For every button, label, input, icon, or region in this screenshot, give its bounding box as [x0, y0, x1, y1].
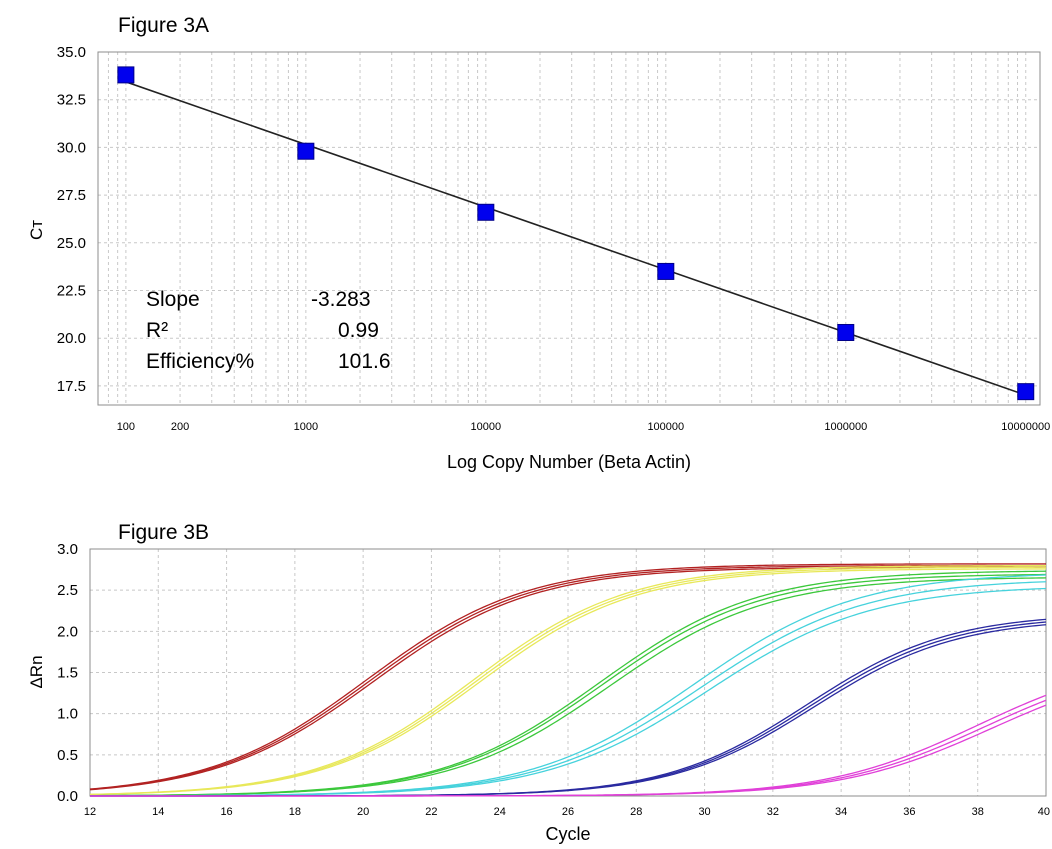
stat-slope-value: -3.283: [311, 288, 371, 311]
chart-3a-x-axis: 100 200 1000 10000 100000 1000000 10000000: [117, 421, 1051, 433]
amplification-curve: [90, 587, 1047, 797]
x-tick-label: 36: [903, 806, 915, 818]
x-tick-label: 1000000: [824, 421, 867, 433]
amplification-curve: [89, 564, 1046, 791]
chart-3b-curves: [89, 563, 1047, 797]
chart-3b-y-axis: 3.0 2.5 2.0 1.5 1.0 0.5 0.0: [57, 541, 78, 805]
stat-efficiency-label: Efficiency%: [146, 350, 254, 373]
x-tick-label: 20: [357, 806, 369, 818]
y-tick-label: 2.0: [57, 623, 78, 640]
x-tick-label: 18: [289, 806, 301, 818]
chart-3a-x-axis-label: Log Copy Number (Beta Actin): [447, 452, 691, 472]
y-tick-label: 30.0: [57, 139, 86, 156]
x-tick-label: 10000000: [1001, 421, 1050, 433]
x-tick-label: 100000: [647, 421, 684, 433]
x-tick-label: 1000: [294, 421, 318, 433]
x-tick-label: 32: [767, 806, 779, 818]
y-tick-label: 1.0: [57, 706, 78, 723]
chart-3a-fit-line-group: [125, 81, 1027, 396]
data-point: [657, 262, 675, 280]
data-point: [837, 323, 855, 341]
x-tick-label: 12: [84, 806, 96, 818]
x-tick-label: 22: [425, 806, 437, 818]
y-tick-label: 1.5: [57, 665, 78, 682]
chart-3a-y-axis-label: Cт: [27, 220, 46, 240]
x-tick-label: 26: [562, 806, 574, 818]
stat-slope-label: Slope: [146, 288, 200, 311]
x-tick-label: 10000: [471, 421, 502, 433]
x-tick-label: 34: [835, 806, 847, 818]
y-tick-label: 32.5: [57, 92, 86, 109]
amplification-curve: [90, 704, 1047, 797]
y-tick-label: 35.0: [57, 44, 86, 61]
amplification-curve: [90, 694, 1047, 797]
data-point: [477, 203, 495, 221]
y-tick-label: 0.0: [57, 788, 78, 805]
y-tick-label: 0.5: [57, 747, 78, 764]
chart-3a-plot-frame: [97, 51, 1041, 406]
x-tick-label: 28: [630, 806, 642, 818]
data-point: [117, 66, 135, 84]
chart-3b-y-axis-label: ΔRn: [27, 655, 46, 688]
y-tick-label: 25.0: [57, 235, 86, 252]
y-tick-label: 22.5: [57, 283, 86, 300]
y-tick-label: 27.5: [57, 187, 86, 204]
stat-efficiency-value: 101.6: [338, 350, 391, 373]
x-tick-label: 38: [972, 806, 984, 818]
x-tick-label: 200: [171, 421, 189, 433]
chart-3b: Figure 3B 3.0 2.5 2.0 1.5 1.0 0.5 0.0 12 14 16 18…: [27, 521, 1050, 844]
chart-3a-y-axis: 35.0 32.5 30.0 27.5 25.0 22.5 20.0 17.5: [57, 44, 86, 395]
x-tick-label: 40: [1038, 806, 1050, 818]
stat-r2-value: 0.99: [338, 319, 379, 342]
amplification-curve: [89, 566, 1046, 791]
y-tick-label: 3.0: [57, 541, 78, 558]
x-tick-label: 14: [152, 806, 164, 818]
chart-3b-x-axis: 12 14 16 18 20 22 24 26 28 30 32 34 36 38 40: [84, 806, 1050, 818]
chart-3a-grid: [97, 51, 1040, 405]
chart-3a-points: [117, 66, 1035, 401]
chart-3a-stats: Slope -3.283 R² 0.99 Efficiency% 101.6: [146, 288, 391, 373]
chart-3b-x-axis-label: Cycle: [545, 824, 590, 844]
data-point: [1017, 383, 1035, 401]
data-point: [297, 142, 315, 160]
chart-3b-title: Figure 3B: [118, 521, 209, 544]
y-tick-label: 17.5: [57, 378, 86, 395]
fit-line: [125, 81, 1027, 396]
x-tick-label: 100: [117, 421, 135, 433]
y-tick-label: 20.0: [57, 330, 86, 347]
amplification-curve: [89, 577, 1047, 797]
chart-3a: Figure 3A 35.0 32.5 30.0 27.5 25.0 22.5 20.0 17…: [27, 14, 1050, 472]
x-tick-label: 24: [494, 806, 506, 818]
chart-3a-title: Figure 3A: [118, 14, 209, 37]
y-tick-label: 2.5: [57, 582, 78, 599]
x-tick-label: 30: [698, 806, 710, 818]
x-tick-label: 16: [220, 806, 232, 818]
amplification-curve: [89, 563, 1047, 790]
amplification-curve: [89, 568, 1047, 796]
stat-r2-label: R²: [146, 319, 168, 342]
